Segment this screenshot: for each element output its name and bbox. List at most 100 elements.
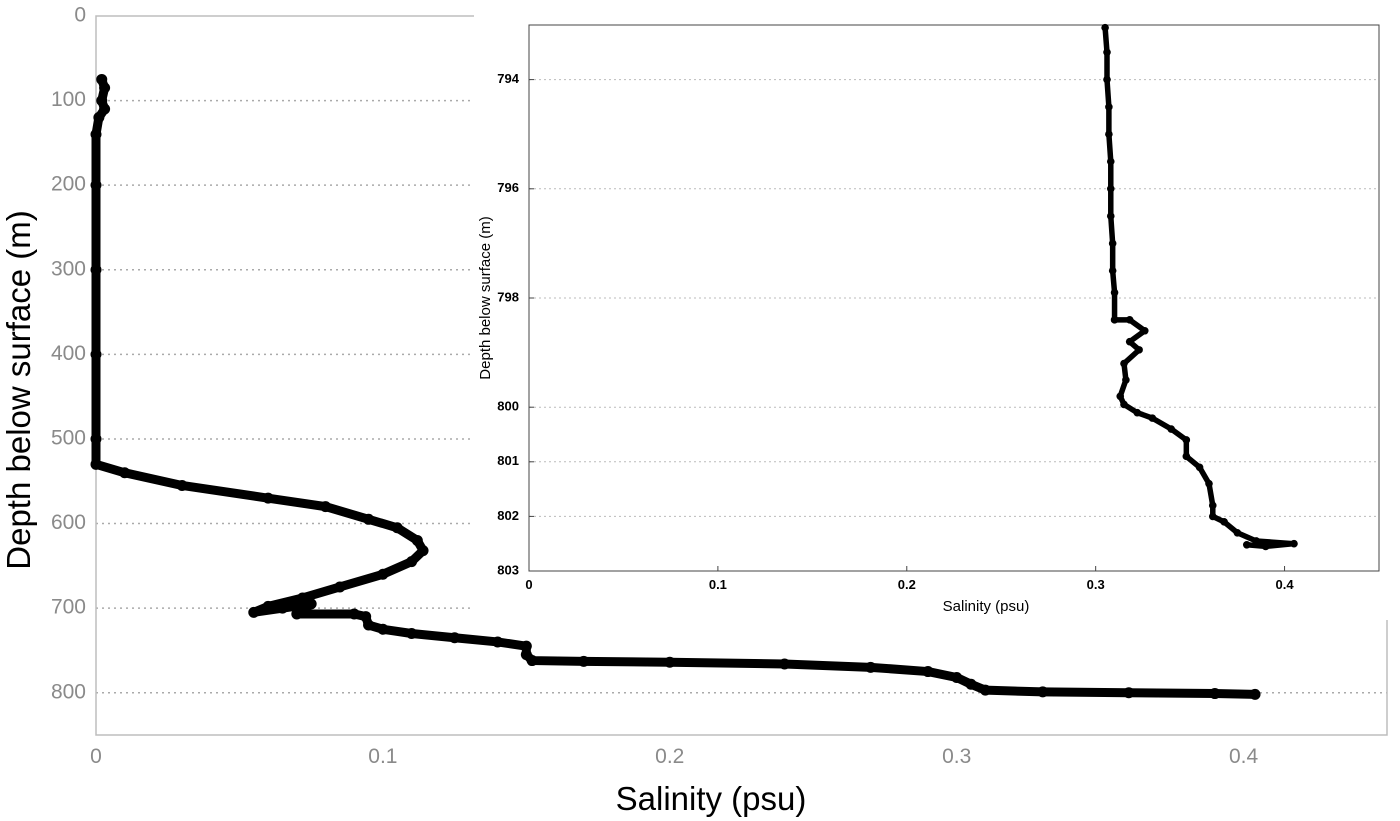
main-x-tick-label: 0.2 xyxy=(655,745,684,768)
main-x-tick-label: 0.1 xyxy=(368,745,397,768)
inset-data-point xyxy=(1290,539,1298,548)
inset-data-point xyxy=(1242,540,1251,549)
main-data-point xyxy=(979,684,991,696)
inset-data-point xyxy=(1182,452,1191,461)
main-x-tick-label: 0.4 xyxy=(1229,745,1259,768)
inset-data-point xyxy=(1120,359,1128,368)
main-y-axis-label: Depth below surface (m) xyxy=(0,210,37,569)
inset-data-point xyxy=(1182,436,1191,444)
main-data-point xyxy=(951,671,963,683)
inset-data-point xyxy=(1220,518,1228,526)
inset-y-tick-label: 802 xyxy=(497,508,519,523)
inset-data-point xyxy=(1101,23,1109,32)
main-data-point xyxy=(90,348,102,360)
main-data-point xyxy=(176,479,188,491)
inset-data-point xyxy=(1110,288,1119,297)
main-data-point xyxy=(262,600,274,612)
inset-data-point xyxy=(1148,414,1157,422)
inset-x-tick-label: 0.1 xyxy=(709,577,727,592)
inset-x-axis-label: Salinity (psu) xyxy=(943,598,1030,615)
main-data-point xyxy=(526,655,538,667)
inset-y-tick-label: 798 xyxy=(497,289,519,304)
inset-x-tick-label: 0.4 xyxy=(1276,577,1295,592)
main-data-point xyxy=(391,522,403,534)
main-data-point xyxy=(90,128,102,140)
main-data-point xyxy=(406,556,418,568)
main-y-tick-label: 300 xyxy=(51,257,86,280)
main-data-point xyxy=(779,658,791,670)
main-y-tick-label: 100 xyxy=(51,88,86,111)
inset-data-point xyxy=(1106,157,1115,166)
main-data-point xyxy=(922,666,934,678)
main-data-point xyxy=(664,656,676,668)
main-data-point xyxy=(406,627,418,639)
main-data-point xyxy=(99,103,111,115)
main-y-tick-label: 400 xyxy=(51,342,86,365)
inset-data-point xyxy=(1103,48,1111,57)
main-data-point xyxy=(578,655,590,667)
inset-data-point xyxy=(1125,316,1134,324)
main-data-point xyxy=(276,602,288,614)
main-data-point xyxy=(90,433,102,445)
inset-data-point xyxy=(1261,542,1270,551)
main-data-point xyxy=(1037,686,1049,698)
main-data-point xyxy=(377,568,389,580)
main-data-point xyxy=(965,678,977,690)
inset-data-point xyxy=(1195,463,1204,472)
inset-data-point xyxy=(1122,376,1130,384)
inset-data-point xyxy=(1106,185,1115,193)
main-y-ticks: 0 100 200 300 400 500 600 700 800 xyxy=(51,4,86,704)
inset-data-point xyxy=(1252,537,1261,545)
inset-series xyxy=(1101,23,1298,551)
main-data-point xyxy=(348,608,360,620)
inset-data-point xyxy=(1205,479,1213,488)
inset-data-point xyxy=(1120,400,1128,409)
inset-data-point xyxy=(1208,512,1217,521)
main-data-point xyxy=(291,608,303,620)
main-data-point xyxy=(320,501,332,513)
inset-data-point xyxy=(1103,75,1111,84)
main-data-point xyxy=(93,112,105,124)
main-data-point xyxy=(90,264,102,276)
main-data-point xyxy=(363,619,375,631)
main-y-tick-label: 200 xyxy=(51,173,86,196)
main-data-point xyxy=(99,82,111,94)
inset-y-axis-label: Depth below surface (m) xyxy=(477,216,494,379)
main-data-point xyxy=(297,592,309,604)
main-data-point xyxy=(1249,688,1261,700)
inset-data-point xyxy=(1135,346,1143,354)
inset-y-tick-label: 800 xyxy=(497,399,519,414)
main-data-point xyxy=(411,534,423,546)
main-y-tick-label: 600 xyxy=(51,511,86,534)
main-data-point xyxy=(305,598,317,610)
inset-data-point xyxy=(1167,425,1176,433)
inset-data-point xyxy=(1105,103,1113,111)
main-data-point xyxy=(1123,687,1135,699)
main-x-axis-label: Salinity (psu) xyxy=(616,780,807,817)
main-data-point xyxy=(90,458,102,470)
main-data-point xyxy=(417,545,429,557)
inset-y-tick-label: 794 xyxy=(497,71,519,86)
inset-data-point xyxy=(1125,337,1134,346)
main-y-tick-label: 800 xyxy=(51,680,86,703)
inset-data-point xyxy=(1105,130,1113,138)
inset-x-tick-label: 0.3 xyxy=(1087,577,1105,592)
inset-y-tick-label: 803 xyxy=(497,562,519,577)
main-data-point xyxy=(865,661,877,673)
inset-x-tick-label: 0.2 xyxy=(898,577,916,592)
inset-data-point xyxy=(1208,501,1217,510)
main-series xyxy=(90,73,1261,700)
inset-data-point xyxy=(1133,408,1142,417)
inset-data-point xyxy=(1140,326,1149,335)
main-data-point xyxy=(1209,688,1221,700)
main-data-point xyxy=(90,179,102,191)
inset-grid xyxy=(529,79,1379,517)
inset-data-point xyxy=(1106,212,1115,220)
main-data-point xyxy=(96,73,108,85)
main-data-point xyxy=(262,492,274,504)
main-y-tick-label: 0 xyxy=(74,4,86,27)
main-x-tick-label: 0 xyxy=(90,745,102,768)
main-data-point xyxy=(492,636,504,648)
inset-data-point xyxy=(1108,266,1117,275)
